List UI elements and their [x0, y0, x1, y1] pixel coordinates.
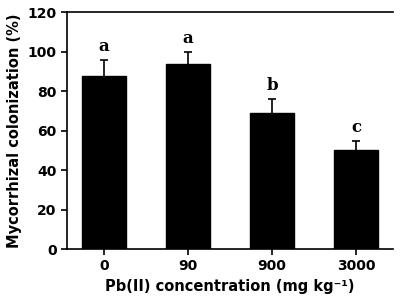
- Text: a: a: [98, 38, 109, 55]
- Text: c: c: [351, 119, 362, 136]
- X-axis label: Pb(II) concentration (mg kg⁻¹): Pb(II) concentration (mg kg⁻¹): [105, 279, 355, 294]
- Text: a: a: [182, 30, 193, 47]
- Bar: [82, 76, 126, 249]
- Bar: [250, 113, 294, 249]
- Y-axis label: Mycorrhizal colonization (%): Mycorrhizal colonization (%): [7, 14, 22, 248]
- Bar: [334, 150, 378, 249]
- Bar: [166, 64, 210, 249]
- Text: b: b: [266, 77, 278, 94]
